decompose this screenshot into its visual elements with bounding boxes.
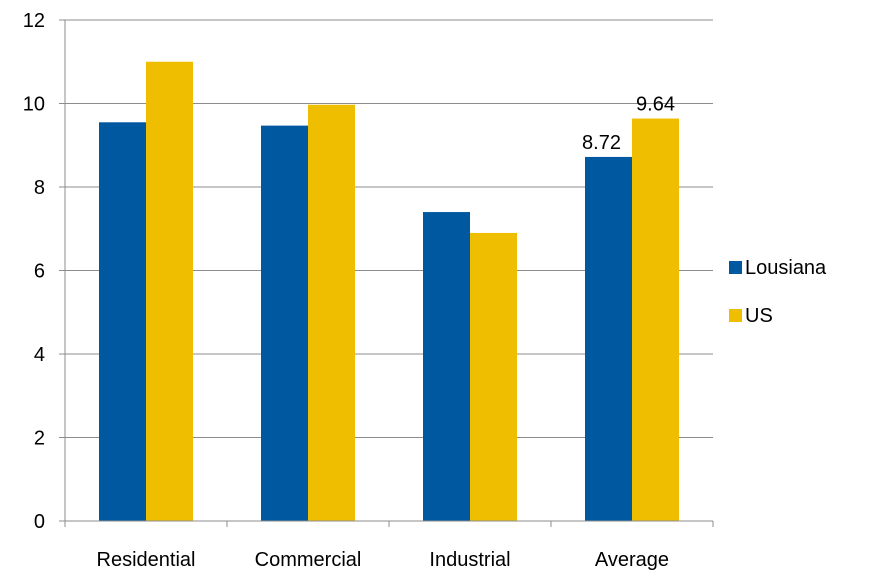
legend-label: US — [745, 305, 773, 327]
x-tick-label: Average — [595, 549, 669, 571]
bar-us-commercial — [308, 104, 355, 521]
y-tick-labels: 0 2 4 6 8 10 12 — [23, 10, 45, 533]
legend-swatch — [729, 261, 742, 274]
x-tick-label: Commercial — [255, 549, 362, 571]
bar-lousiana-average — [585, 156, 632, 521]
y-tick-label: 0 — [34, 511, 45, 533]
legend-swatch — [729, 309, 742, 322]
y-tick-label: 12 — [23, 10, 45, 32]
bar-lousiana-commercial — [261, 125, 308, 521]
y-tick-label: 2 — [34, 428, 45, 450]
data-labels: 8.72 9.64 — [582, 94, 675, 154]
x-tick-label: Industrial — [429, 549, 510, 571]
legend-item: US — [729, 305, 773, 327]
y-tick-label: 8 — [34, 177, 45, 199]
axes — [59, 19, 714, 527]
y-tick-label: 6 — [34, 261, 45, 283]
x-tick-label: Residential — [97, 549, 196, 571]
bars-group — [99, 61, 679, 522]
bar-lousiana-residential — [99, 122, 146, 521]
legend-item: Lousiana — [729, 257, 827, 279]
bar-us-average — [632, 118, 679, 521]
y-tick-label: 4 — [34, 344, 45, 366]
legend: Lousiana US — [729, 257, 827, 327]
x-tick-labels: Residential Commercial Industrial Average — [97, 549, 670, 571]
y-tick-label: 10 — [23, 94, 45, 116]
bar-us-industrial — [470, 232, 517, 522]
bar-lousiana-industrial — [423, 212, 470, 522]
data-label: 9.64 — [636, 94, 675, 116]
data-label: 8.72 — [582, 132, 621, 154]
legend-label: Lousiana — [745, 257, 827, 279]
bar-us-residential — [146, 61, 193, 521]
